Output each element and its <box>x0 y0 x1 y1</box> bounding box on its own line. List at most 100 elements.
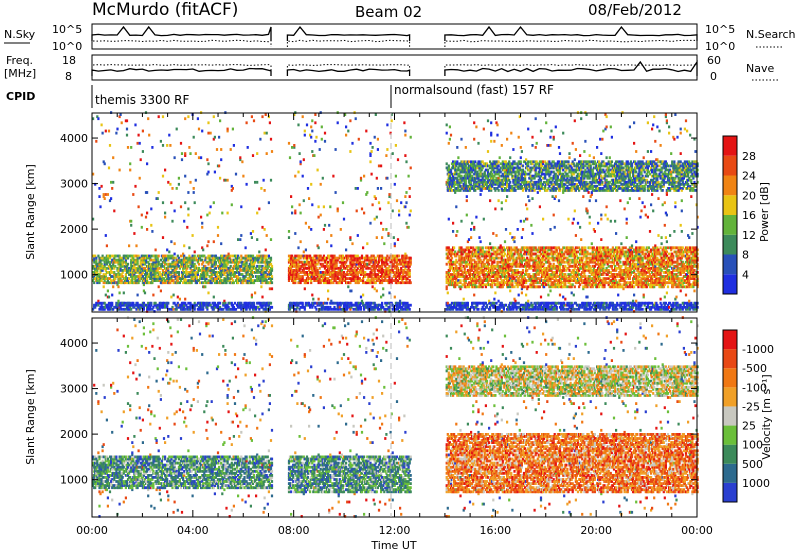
echo-cell <box>137 205 140 209</box>
echo-cell <box>359 305 363 309</box>
echo-cell <box>390 258 393 262</box>
echo-cell <box>381 281 384 285</box>
echo-cell <box>310 135 313 139</box>
echo-cell <box>223 273 226 276</box>
echo-cell <box>387 269 390 272</box>
echo-cell <box>342 303 346 307</box>
echo-cell <box>334 275 337 278</box>
echo-cell <box>474 160 477 164</box>
echo-cell <box>128 277 131 280</box>
echo-cell <box>375 236 378 239</box>
echo-cell <box>445 162 448 166</box>
echo-cell <box>267 303 270 307</box>
echo-cell <box>466 301 469 305</box>
echo-cell <box>308 225 311 229</box>
echo-cell <box>234 264 238 268</box>
echo-cell <box>248 262 251 266</box>
echo-cell <box>264 262 267 266</box>
echo-cell <box>180 158 184 162</box>
echo-cell <box>492 246 495 250</box>
echo-cell <box>98 307 101 311</box>
echo-cell <box>297 273 300 276</box>
echo-cell <box>126 146 130 149</box>
echo-cell <box>133 305 136 309</box>
echo-cell <box>232 264 235 268</box>
echo-cell <box>153 279 156 282</box>
echo-cell <box>508 273 511 276</box>
freq-panel: Freq. [MHz] 18 8 60 0 Nave <box>4 54 778 83</box>
echo-cell <box>227 254 230 258</box>
echo-cell <box>97 303 100 307</box>
echo-cell <box>223 262 226 266</box>
echo-cell <box>238 279 241 282</box>
echo-cell <box>176 295 179 299</box>
echo-cell <box>168 250 171 254</box>
echo-cell <box>395 273 399 276</box>
echo-cell <box>179 277 183 280</box>
echo-cell <box>146 191 149 194</box>
echo-cell <box>396 266 400 270</box>
echo-cell <box>341 258 345 262</box>
echo-cell <box>248 275 251 278</box>
echo-cell <box>114 264 117 268</box>
echo-cell <box>230 307 233 311</box>
echo-cell <box>212 256 215 260</box>
echo-cell <box>386 148 389 151</box>
echo-cell <box>298 307 301 311</box>
echo-cell <box>270 287 274 291</box>
echo-cell <box>196 117 199 121</box>
echo-cell <box>391 209 394 213</box>
echo-cell <box>326 301 329 305</box>
echo-cell <box>226 178 229 182</box>
echo-cell <box>306 279 310 282</box>
echo-cell <box>159 139 162 143</box>
echo-cell <box>156 305 159 309</box>
echo-cell <box>125 269 129 272</box>
echo-cell <box>243 277 246 280</box>
echo-cell <box>194 303 197 307</box>
echo-cell <box>340 256 343 260</box>
echo-cell <box>202 305 205 309</box>
echo-cell <box>315 279 318 282</box>
echo-cell <box>250 273 253 276</box>
echo-cell <box>270 281 274 285</box>
echo-cell <box>206 260 209 264</box>
echo-cell <box>237 277 240 280</box>
echo-cell <box>134 279 137 282</box>
echo-cell <box>166 305 169 309</box>
echo-cell <box>327 271 330 274</box>
echo-cell <box>386 301 389 305</box>
echo-cell <box>360 299 364 303</box>
echo-cell <box>236 260 239 264</box>
echo-cell <box>386 176 389 180</box>
echo-cell <box>117 285 120 289</box>
echo-cell <box>155 260 158 264</box>
echo-cell <box>394 277 397 280</box>
echo-cell <box>98 195 101 198</box>
echo-cell <box>328 269 331 272</box>
echo-cell <box>187 264 190 268</box>
echo-cell <box>147 256 150 260</box>
cpid-label: CPID <box>6 90 35 103</box>
echo-cell <box>132 254 135 258</box>
echo-cell <box>301 301 304 305</box>
echo-cell <box>409 303 412 307</box>
echo-cell <box>107 301 111 305</box>
echo-cell <box>220 256 223 260</box>
echo-cell <box>219 262 222 266</box>
echo-cell <box>353 266 356 270</box>
echo-cell <box>374 197 377 200</box>
echo-cell <box>405 191 408 194</box>
echo-cell <box>382 293 385 297</box>
echo-cell <box>314 139 317 143</box>
echo-cell <box>216 256 220 260</box>
echo-cell <box>125 127 129 131</box>
echo-cell <box>504 228 508 231</box>
echo-cell <box>321 307 324 311</box>
echo-cell <box>489 199 492 203</box>
echo-cell <box>231 303 234 307</box>
echo-cell <box>332 281 335 285</box>
echo-cell <box>270 150 274 153</box>
echo-cell <box>96 264 99 268</box>
echo-cell <box>169 182 172 186</box>
